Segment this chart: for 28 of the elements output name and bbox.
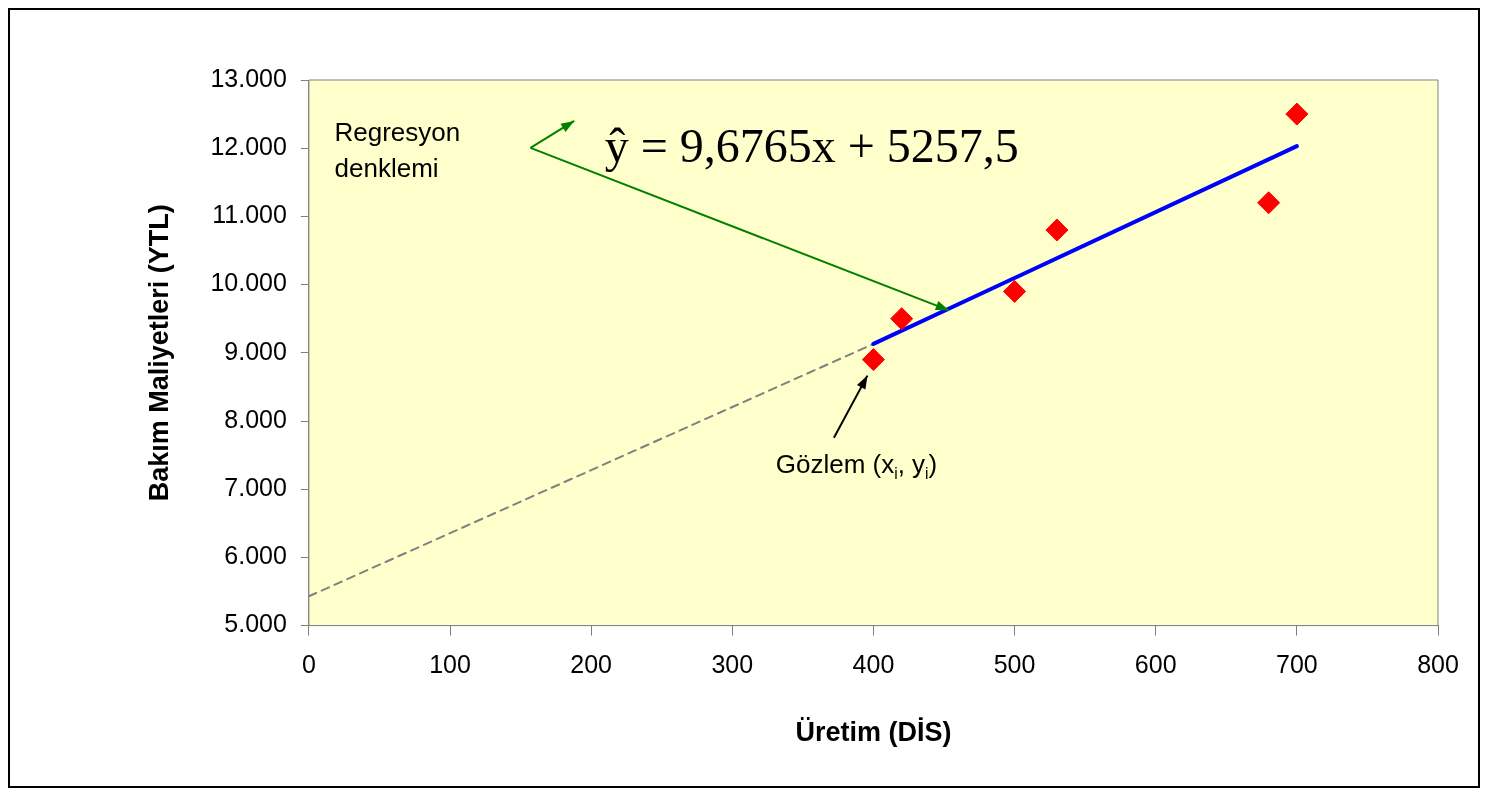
y-tick-label: 12.000 — [210, 132, 287, 161]
point — [1003, 279, 1027, 303]
x-tick-label: 700 — [1276, 650, 1318, 679]
x-tick-label: 0 — [301, 650, 316, 679]
annotation: Regresyon denklemi — [334, 116, 461, 183]
x-tick-label: 500 — [993, 650, 1036, 679]
y-tick-label: 11.000 — [212, 200, 287, 229]
y-axis-title: Bakım Maliyetleri (YTL) — [143, 204, 174, 502]
y-tick-label: 7.000 — [224, 473, 287, 502]
y-tick-label: 9.000 — [224, 336, 287, 365]
x-tick-label: 600 — [1134, 650, 1177, 679]
x-tick-label: 800 — [1417, 650, 1459, 679]
y-tick-label: 6.000 — [224, 541, 287, 570]
annotation: ŷ = 9,6765x + 5257,5 — [604, 118, 1019, 172]
y-tick-label: 5.000 — [224, 609, 287, 638]
point — [861, 348, 885, 372]
x-tick-label: 200 — [570, 650, 613, 679]
y-tick-label: 10.000 — [210, 268, 287, 297]
x-axis-title: Üretim (DİS) — [795, 717, 952, 748]
y-tick-label: 8.000 — [224, 404, 287, 433]
point — [890, 307, 914, 331]
x-tick-label: 400 — [852, 650, 895, 679]
point — [1045, 218, 1069, 242]
point — [1285, 102, 1309, 126]
x-tick-label: 100 — [429, 650, 471, 679]
point — [1257, 191, 1281, 215]
y-tick-label: 13.000 — [210, 63, 287, 92]
x-tick-label: 300 — [711, 650, 754, 679]
